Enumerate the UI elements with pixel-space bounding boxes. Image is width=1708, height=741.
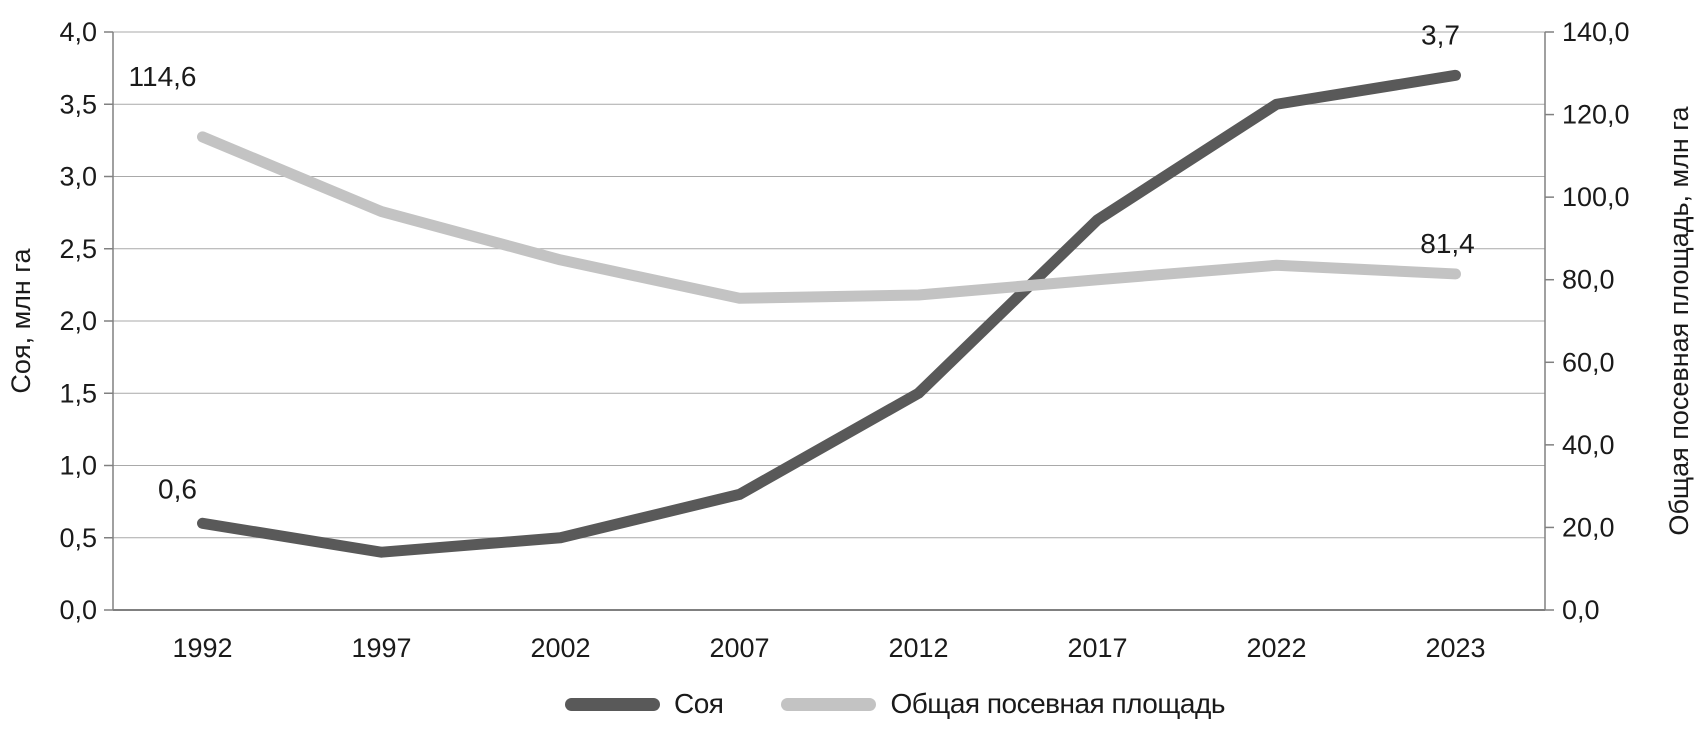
- left-axis-tick-label: 1,0: [59, 451, 97, 481]
- left-axis-tick-label: 1,5: [59, 378, 97, 408]
- legend-item-soy: Соя: [565, 688, 724, 720]
- line-chart-plot: 0,0 0,5 1,0 1,5 2,0 2,5 3,0 3,5 4,0 0,0 20,0 40,0 60…: [6, 17, 1694, 663]
- left-axis-tick-label: 0,0: [59, 595, 97, 625]
- left-axis-tick-label: 0,5: [59, 523, 97, 553]
- right-axis-tick-label: 20,0: [1562, 512, 1615, 542]
- right-axis-tick-label: 100,0: [1562, 182, 1630, 212]
- right-axis-tick-label: 80,0: [1562, 265, 1615, 295]
- left-axis-tick-label: 4,0: [59, 17, 97, 47]
- total-area-line: [197, 131, 1461, 304]
- x-axis-label: 1997: [351, 633, 411, 663]
- right-axis-tick-label: 60,0: [1562, 347, 1615, 377]
- right-axis-tick-label: 0,0: [1562, 595, 1600, 625]
- total-area-line-swatch: [781, 697, 877, 711]
- x-axis-label: 2012: [888, 633, 948, 663]
- x-axis-label: 2017: [1067, 633, 1127, 663]
- x-axis-label: 1992: [172, 633, 232, 663]
- left-axis-tick-label: 3,5: [59, 89, 97, 119]
- right-axis-tick-label: 40,0: [1562, 430, 1615, 460]
- right-axis-tick-label: 120,0: [1562, 100, 1630, 130]
- left-axis-title: Соя, млн га: [6, 247, 36, 393]
- data-label: 3,7: [1421, 19, 1460, 50]
- x-axis-label: 2007: [709, 633, 769, 663]
- legend-label-soy: Соя: [674, 688, 724, 719]
- right-axis-title: Общая посевная площадь, млн га: [1664, 105, 1694, 535]
- data-label: 81,4: [1420, 228, 1475, 259]
- data-label: 0,6: [158, 473, 197, 504]
- soy-line-swatch: [565, 697, 660, 711]
- legend-item-total-area: Общая посевная площадь: [781, 688, 1225, 720]
- left-axis-tick-label: 2,5: [59, 234, 97, 264]
- x-axis-label: 2022: [1246, 633, 1306, 663]
- soy-line: [197, 69, 1461, 558]
- legend-label-total-area: Общая посевная площадь: [890, 688, 1225, 719]
- data-label: 114,6: [129, 61, 197, 92]
- x-axis-label: 2023: [1425, 633, 1485, 663]
- left-axis-tick-label: 3,0: [59, 162, 97, 192]
- x-axis-label: 2002: [530, 633, 590, 663]
- right-axis-tick-label: 140,0: [1562, 17, 1630, 47]
- left-axis-tick-label: 2,0: [59, 306, 97, 336]
- legend: Соя Общая посевная площадь: [565, 688, 1225, 720]
